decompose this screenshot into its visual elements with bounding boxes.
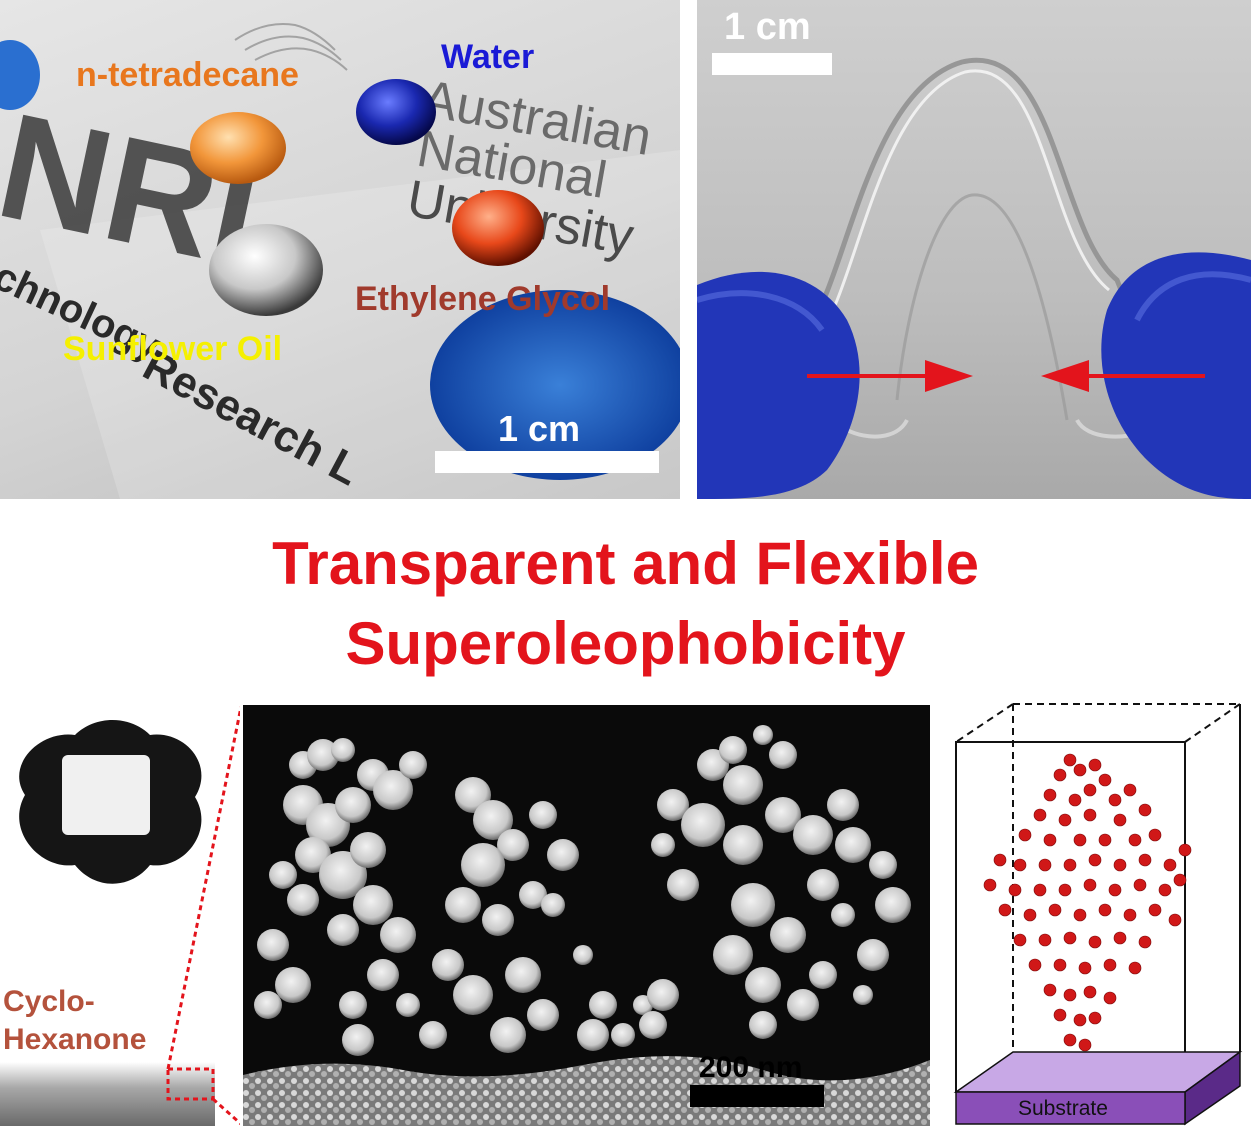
scale-bar-label: 1 cm: [498, 408, 581, 449]
n-tetradecane-droplet: [190, 112, 286, 184]
printed-blue-spot: [0, 40, 40, 110]
zoom-line-top: [166, 706, 240, 1070]
aggregate-schematic-graphic: [953, 703, 1243, 1126]
sem-image-graphic: [243, 725, 930, 1126]
sem-image-panel: 200 nm: [243, 705, 930, 1126]
water-droplet: [356, 79, 436, 145]
bounding-box: [955, 703, 1241, 1093]
ethylene-glycol-droplet: [452, 190, 544, 266]
scale-bar: [712, 53, 832, 75]
zoom-box: [166, 1067, 215, 1101]
nanoparticle-base-layer: [243, 1056, 930, 1126]
droplets-photo-graphic: NRL Australian National University chnol…: [0, 23, 680, 499]
substrate-label: Substrate: [1018, 1097, 1108, 1120]
cyclohexanone-label-line-1: Cyclo-: [3, 985, 95, 1018]
zoom-line-bottom: [212, 1097, 240, 1126]
flexible-film-graphic: [697, 57, 1251, 499]
ethylene-glycol-label: Ethylene Glycol: [355, 280, 611, 318]
water-label: Water: [441, 38, 535, 76]
droplet-highlight: [62, 755, 150, 835]
substrate-front: [955, 1091, 1186, 1125]
sunflower-oil-label: Sunflower Oil: [63, 330, 283, 368]
n-tetradecane-label: n-tetradecane: [76, 56, 299, 94]
page-title-line-2: Superoleophobicity: [345, 610, 906, 677]
contact-angle-panel: Cyclo- Hexanone: [0, 705, 240, 1126]
nanoparticle-aggregates: [254, 725, 911, 1056]
substrate-strip: [0, 1062, 215, 1126]
printed-blue-spot: [430, 290, 680, 480]
sem-scale-bar-label: 200 nm: [699, 1051, 803, 1084]
photo-flexible-film-panel: 1 cm: [697, 0, 1251, 499]
cyclohexanone-label-line-2: Hexanone: [3, 1023, 147, 1056]
film-outline: [805, 57, 1140, 332]
contact-angle-graphic: [0, 706, 240, 1126]
page-title-line-1: Transparent and Flexible: [272, 530, 979, 597]
sunflower-oil-droplet: [209, 224, 323, 316]
particle-aggregate: [983, 753, 1192, 1081]
photo-droplets-panel: NRL Australian National University chnol…: [0, 0, 680, 499]
scale-bar-label: 1 cm: [724, 6, 811, 48]
glove-left: [697, 271, 860, 499]
aggregate-schematic-panel: Substrate: [940, 700, 1251, 1126]
scale-bar: [435, 451, 659, 473]
sem-scale-bar: [690, 1085, 824, 1107]
